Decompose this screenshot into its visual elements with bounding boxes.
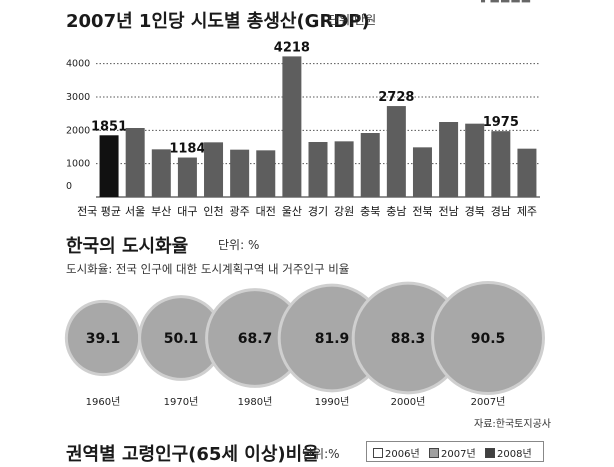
bubble-value-label: 50.1	[164, 331, 199, 347]
x-tick-label: 전남	[438, 205, 458, 218]
data-label: 1975	[483, 115, 519, 130]
y-tick-label: 3000	[66, 92, 90, 103]
bubble-year-label: 1990년	[315, 396, 350, 408]
data-label: 2728	[378, 90, 414, 105]
bar-충남	[386, 106, 406, 197]
grdp-title: 2007년 1인당 시도별 총생산(GRDP)	[66, 11, 370, 32]
bar-대구	[177, 157, 197, 197]
x-tick-label: 부산	[151, 205, 171, 218]
legend-item-2007: 2007년	[429, 445, 476, 460]
x-tick-label: 전북	[412, 205, 432, 218]
bar-전남	[439, 122, 459, 197]
legend-swatch-2008	[485, 448, 495, 458]
bubble-2000년	[354, 284, 462, 392]
bar-경남	[491, 131, 511, 197]
bar-경기	[308, 142, 328, 197]
bar-강원	[334, 141, 354, 197]
bubble-value-label: 90.5	[471, 331, 506, 347]
bar-서울	[125, 128, 145, 197]
x-tick-label: 충남	[386, 205, 406, 218]
y-tick-label: 4000	[66, 59, 90, 70]
y-tick-label: 0	[66, 181, 72, 192]
bubble-value-label: 68.7	[238, 331, 273, 347]
legend-label-2006: 2006년	[385, 449, 420, 460]
x-tick-label: 서울	[125, 205, 145, 218]
bar-전국평균	[99, 135, 119, 197]
y-tick-label: 2000	[66, 125, 90, 136]
legend-swatch-2007	[429, 448, 439, 458]
legend-swatch-2006	[373, 448, 383, 458]
top-right-fragment: ▮ ■■■■	[480, 0, 531, 4]
bubble-1990년	[280, 286, 384, 390]
bubble-year-label: 1960년	[86, 396, 121, 408]
bar-부산	[151, 149, 171, 197]
bubble-year-label: 2007년	[471, 396, 506, 408]
legend-label-2007: 2007년	[441, 449, 476, 460]
urban-subtitle: 도시화율: 전국 인구에 대한 도시계획구역 내 거주인구 비율	[66, 262, 350, 276]
bar-전북	[412, 147, 432, 197]
data-label: 4218	[274, 40, 310, 55]
x-tick-label: 충북	[360, 205, 380, 218]
legend-label-2008: 2008년	[497, 449, 532, 460]
aging-legend: 2006년 2007년 2008년	[366, 441, 544, 462]
x-tick-label: 제주	[517, 205, 537, 218]
bar-광주	[230, 149, 250, 197]
urban-title: 한국의 도시화율	[66, 236, 189, 257]
data-label: 1184	[169, 142, 205, 157]
bar-인천	[204, 142, 224, 197]
aging-unit: 단위:%	[302, 447, 340, 461]
bar-제주	[517, 148, 537, 197]
bubble-2007년	[434, 284, 542, 392]
urban-unit: 단위: %	[218, 238, 260, 252]
bubble-1980년	[208, 291, 302, 385]
grdp-unit: 단위:만원	[328, 13, 377, 27]
bubble-year-label: 1980년	[238, 396, 273, 408]
x-tick-label: 강원	[334, 205, 354, 218]
x-tick-label: 전국 평균	[77, 205, 121, 218]
y-tick-label: 1000	[66, 159, 90, 170]
bubble-year-label: 1970년	[164, 396, 199, 408]
legend-item-2008: 2008년	[485, 445, 532, 460]
bubble-value-label: 88.3	[391, 331, 426, 347]
bubble-value-label: 39.1	[86, 331, 121, 347]
legend-item-2006: 2006년	[373, 445, 420, 460]
bar-경북	[465, 123, 485, 197]
bar-대전	[256, 150, 276, 197]
x-tick-label: 대구	[177, 205, 197, 218]
bar-울산	[282, 56, 302, 198]
aging-title: 권역별 고령인구(65세 이상)비율	[66, 444, 319, 465]
bubble-year-label: 2000년	[391, 396, 426, 408]
x-tick-label: 대전	[256, 205, 276, 218]
bar-충북	[360, 133, 380, 197]
x-tick-label: 인천	[203, 204, 223, 218]
source-note: 자료:한국토지공사	[474, 419, 551, 430]
data-label: 1851	[91, 119, 127, 134]
x-tick-label: 경남	[491, 205, 511, 218]
bubble-value-label: 81.9	[315, 331, 350, 347]
x-tick-label: 경기	[308, 205, 328, 218]
bubble-1970년	[141, 298, 221, 378]
x-tick-label: 광주	[230, 205, 250, 218]
x-tick-label: 경북	[465, 205, 485, 218]
bubble-1960년	[67, 302, 139, 374]
x-tick-label: 울산	[282, 205, 302, 218]
